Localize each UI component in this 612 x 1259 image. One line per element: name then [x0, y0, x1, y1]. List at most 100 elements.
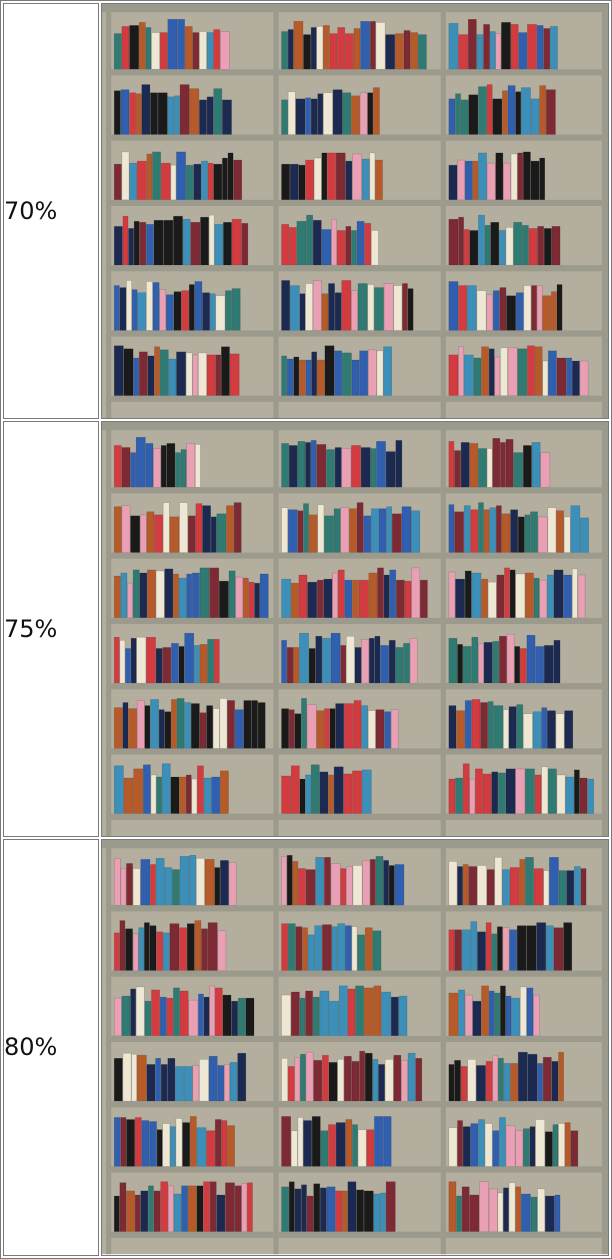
book-spine [129, 162, 137, 201]
book-spine [126, 280, 132, 331]
book-spine [237, 998, 246, 1037]
book-spine [335, 1122, 346, 1168]
book-spine [498, 772, 506, 815]
book-spine [323, 25, 330, 70]
book-spine [458, 285, 468, 331]
book-spine [199, 1059, 209, 1102]
book-spine [173, 291, 182, 331]
book-spine [537, 1063, 544, 1102]
book-spine [352, 865, 363, 906]
book-spine [298, 574, 308, 619]
book-spine [181, 290, 190, 331]
book-spine [333, 766, 344, 815]
book-spine [138, 351, 148, 397]
book-spine [305, 1052, 314, 1102]
book-spine [147, 569, 156, 619]
book-spine [302, 927, 308, 972]
book-spine [349, 508, 357, 554]
book-spine [505, 768, 516, 815]
book-spine [154, 514, 164, 554]
book-spine [182, 218, 191, 266]
book-spine [410, 32, 419, 70]
book-spine [132, 868, 141, 906]
book-spine [305, 359, 312, 397]
book-spine [468, 866, 478, 906]
book-spine [448, 164, 458, 201]
book-spine [206, 354, 216, 397]
book-spine [497, 1193, 504, 1233]
book-spine [505, 1125, 516, 1168]
book-spine [217, 930, 227, 972]
shelf-board [110, 69, 274, 76]
book-spine [159, 32, 168, 70]
book-spine [122, 215, 129, 266]
book-spine [121, 26, 130, 70]
book-spine [209, 1181, 217, 1233]
book-spine [159, 289, 167, 331]
book-spine [313, 157, 322, 201]
book-spine [356, 502, 364, 554]
shelf-board [277, 69, 441, 76]
book-spine [113, 998, 122, 1037]
book-spine [352, 153, 362, 201]
book-spine [144, 922, 150, 972]
book-spine [212, 708, 220, 749]
book-spine [527, 24, 537, 70]
book-spine [173, 215, 183, 266]
book-spine [485, 1061, 493, 1102]
book-spine [155, 648, 163, 684]
book-spine [367, 349, 377, 397]
book-spine [186, 443, 196, 488]
book-spine [281, 578, 292, 619]
shelf-board [110, 330, 274, 337]
book-spine [515, 1186, 522, 1233]
book-spine [361, 769, 372, 815]
book-spine [199, 31, 207, 70]
book-spine [563, 516, 571, 554]
book-spine [137, 292, 147, 331]
book-spine [210, 516, 217, 554]
book-spine [482, 773, 492, 815]
book-spine [341, 352, 352, 397]
book-spine [553, 640, 561, 684]
book-spine [550, 26, 558, 70]
book-spine [207, 162, 214, 201]
book-spine [166, 443, 176, 488]
book-spine [383, 283, 394, 331]
book-spine [363, 515, 372, 554]
book-spine [364, 927, 373, 972]
book-spine [554, 1195, 561, 1233]
book-spine [360, 447, 371, 488]
book-spine [219, 698, 228, 749]
book-spine [579, 360, 589, 397]
book-spine [383, 860, 389, 906]
book-spine [385, 451, 396, 488]
book-spine [337, 569, 345, 619]
book-spine [555, 713, 565, 749]
shelf-board [444, 330, 602, 337]
book-spine [508, 1182, 516, 1233]
book-spine [488, 991, 495, 1037]
book-spine [486, 869, 495, 906]
book-spine [290, 765, 300, 815]
book-spine [518, 32, 528, 70]
book-spine [241, 1183, 248, 1233]
book-spine [502, 927, 510, 972]
book-spine [389, 569, 397, 619]
book-spine [190, 222, 201, 266]
book-spine [120, 1117, 127, 1168]
book-spine [208, 1056, 218, 1102]
book-spine [319, 771, 329, 815]
book-spine [113, 90, 121, 135]
book-spine [479, 1181, 489, 1233]
book-spine [481, 985, 489, 1037]
book-spine [178, 646, 185, 684]
book-spine [295, 98, 306, 135]
book-spine [133, 357, 140, 397]
book-spine [505, 996, 512, 1037]
shelf-post [601, 422, 608, 837]
book-spine [259, 573, 269, 619]
book-spine [228, 862, 237, 906]
book-spine [345, 160, 353, 201]
book-spine [170, 164, 177, 201]
